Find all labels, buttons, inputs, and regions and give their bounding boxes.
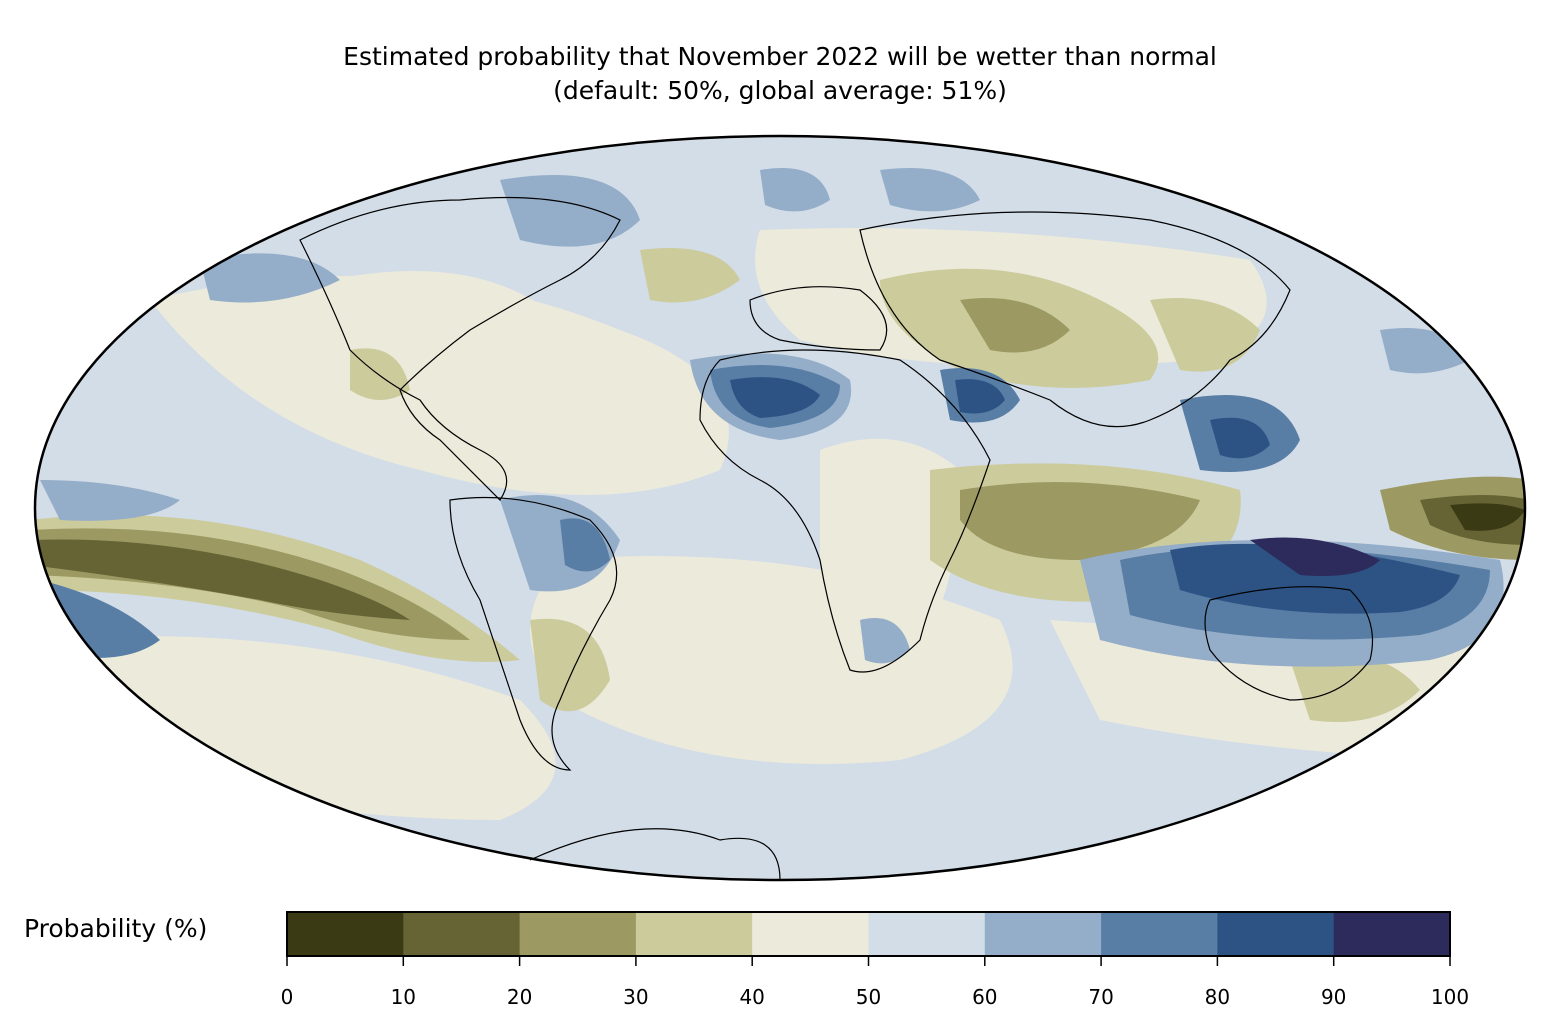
field-patch xyxy=(820,438,960,660)
south-america xyxy=(449,496,618,771)
field-patch xyxy=(530,618,610,712)
field-patch xyxy=(35,539,410,620)
colorbar-tick-label: 60 xyxy=(972,985,998,1009)
colorbar-bin xyxy=(752,912,869,956)
field-patch xyxy=(1250,537,1380,576)
title-line-2: (default: 50%, global average: 51%) xyxy=(553,76,1007,105)
probability-field xyxy=(35,136,1525,880)
colorbar-bin xyxy=(1333,912,1451,956)
field-patch xyxy=(1290,654,1420,722)
colorbar-tick-label: 30 xyxy=(623,985,649,1009)
colorbar-tick-label: 80 xyxy=(1204,985,1231,1009)
colorbar-bin xyxy=(984,912,1102,956)
field-patch xyxy=(730,377,820,418)
colorbar-tick-label: 0 xyxy=(280,985,294,1009)
field-patch xyxy=(560,518,610,572)
coastlines xyxy=(299,196,1374,881)
colorbar-bin xyxy=(1217,912,1335,956)
colorbar xyxy=(286,911,1451,966)
field-patch xyxy=(640,248,740,303)
colorbar-bin xyxy=(868,912,986,956)
colorbar-bin xyxy=(287,912,404,956)
chart-title: Estimated probability that November 2022… xyxy=(0,40,1560,108)
colorbar-bin xyxy=(403,912,521,956)
colorbar-tick-label: 20 xyxy=(506,985,533,1009)
field-patch xyxy=(500,175,640,247)
africa xyxy=(699,349,991,673)
field-patch xyxy=(760,168,830,212)
antarctica xyxy=(529,828,781,881)
field-patch xyxy=(40,480,180,521)
colorbar-tick-label: 50 xyxy=(855,985,882,1009)
field-patch xyxy=(960,482,1200,560)
field-patch xyxy=(860,618,910,664)
colorbar-tick-label: 40 xyxy=(739,985,765,1009)
colorbar-label: Probability (%) xyxy=(24,914,208,943)
field-patch xyxy=(1170,543,1460,614)
field-patch xyxy=(1210,417,1270,459)
colorbar-bin xyxy=(1101,912,1218,956)
europe xyxy=(749,286,888,351)
colorbar-tick-label: 100 xyxy=(1430,985,1470,1009)
field-patch xyxy=(1450,503,1525,531)
colorbar-bin xyxy=(635,912,753,956)
colorbar-bin xyxy=(519,912,637,956)
asia xyxy=(859,211,1291,428)
colorbar-tick-label: 90 xyxy=(1320,985,1347,1009)
north-america xyxy=(299,196,621,501)
field-patch xyxy=(1150,298,1260,372)
field-patch xyxy=(200,253,340,303)
globe-outline xyxy=(33,134,1527,882)
field-patch xyxy=(330,271,560,420)
colorbar-tick-label: 10 xyxy=(390,985,417,1009)
field-patch xyxy=(955,379,1005,414)
colorbar-tick-label: 70 xyxy=(1088,985,1114,1009)
title-line-1: Estimated probability that November 2022… xyxy=(343,42,1217,71)
field-patch xyxy=(880,168,980,212)
field-patch xyxy=(350,348,410,400)
australia xyxy=(1204,586,1374,701)
field-patch xyxy=(960,298,1070,353)
